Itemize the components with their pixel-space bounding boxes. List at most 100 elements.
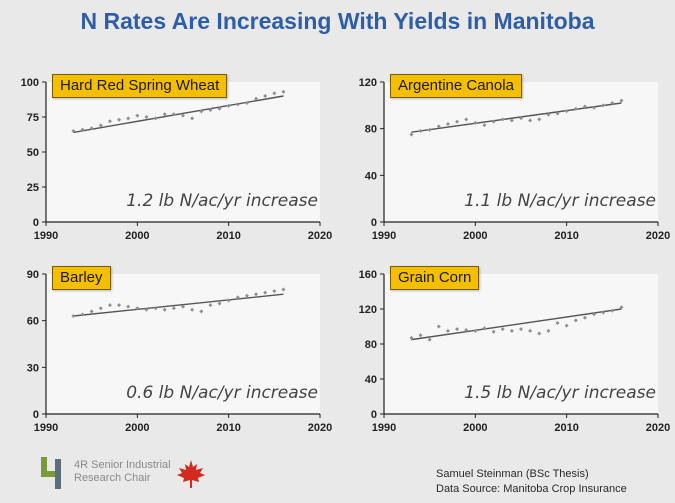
x-tick-label: 1990 [372,230,396,242]
data-point [98,306,103,311]
data-point [107,119,112,124]
data-point [281,287,286,292]
data-point [601,103,606,108]
trend-line [411,308,622,341]
x-tick-label: 2010 [216,422,240,434]
chart-svg: 0 30 60 90 1990 2000 2010 2020 [27,269,332,434]
rate-annotation: 1.2 lb N/ac/yr increase [126,191,318,211]
x-tick-label: 2010 [216,230,240,242]
data-point [473,328,478,333]
data-point [500,327,505,332]
data-point [263,290,268,295]
data-point [555,321,560,325]
data-point [509,118,514,123]
data-point [117,117,122,122]
data-point [445,328,450,333]
data-point [582,104,587,109]
data-point [528,328,533,333]
x-tick-label: 2000 [463,422,487,434]
data-point [80,312,85,317]
rate-annotation: 0.6 lb N/ac/yr increase [126,383,318,403]
data-point [564,323,569,328]
data-point [418,333,423,338]
data-point [482,123,487,128]
data-point [126,304,131,309]
data-point [272,91,277,96]
y-tick-label: 160 [359,269,377,281]
data-point [509,328,514,333]
data-point [190,307,195,312]
data-point [89,309,94,314]
chart-grain-corn: 0 40 80 120 160 1990 2000 2010 2020 Grain Corn 1.5… [346,262,671,440]
data-point [281,89,286,94]
footer-source: Data Source: Manitoba Crop Insurance [436,483,627,495]
y-tick-label: 75 [27,112,39,124]
data-point [98,123,103,128]
data-point [610,308,615,313]
y-tick-label: 60 [27,316,39,328]
y-tick-label: 30 [27,362,39,374]
data-point [546,112,551,117]
data-point [482,326,487,331]
x-tick-label: 2020 [308,422,332,434]
data-point [244,101,249,105]
trend-line [73,95,284,134]
y-tick-label: 25 [27,182,39,194]
data-point [436,324,441,329]
data-point [181,113,185,118]
x-tick-label: 1990 [34,422,58,434]
data-point [573,318,578,323]
data-point [464,117,469,122]
data-point [244,293,249,298]
data-point [199,109,204,114]
x-tick-label: 1990 [34,230,58,242]
data-point [171,112,176,117]
chart-svg: 0 40 80 120 160 1990 2000 2010 2020 [359,269,671,434]
data-point [190,116,195,121]
data-point [126,116,131,121]
data-point [117,303,122,308]
data-point [107,303,112,308]
chart-svg: 0 25 50 75 100 1990 2000 2010 2020 [21,77,333,242]
data-point [555,111,560,116]
data-point [445,122,450,126]
data-point [272,289,277,294]
data-point [455,327,460,332]
data-point [226,298,231,303]
data-point [455,119,460,124]
trend-line [411,102,622,133]
data-point [217,106,222,111]
y-tick-label: 90 [27,269,39,281]
data-point [519,116,523,121]
data-point [464,328,469,332]
data-point [235,295,240,300]
x-tick-label: 1990 [372,422,396,434]
logo-text: 4R Senior Industrial Research Chair [74,459,204,485]
data-point [519,327,523,332]
data-point [491,119,496,124]
slide-title: N Rates Are Increasing With Yields in Ma… [80,8,595,34]
data-point [199,309,204,314]
data-point [491,329,496,334]
chart-title: Grain Corn [390,266,480,290]
data-point [263,94,268,98]
y-tick-label: 0 [33,409,39,421]
data-point [573,106,578,111]
x-tick-label: 2010 [554,230,578,242]
data-point [537,331,542,336]
data-point [135,306,140,311]
data-point [473,120,478,125]
chart-title: Barley [52,266,111,290]
x-tick-label: 2010 [554,422,578,434]
maple-leaf-icon [177,460,205,488]
chart-title: Argentine Canola [390,74,522,98]
x-tick-label: 2000 [125,422,149,434]
rate-annotation: 1.1 lb N/ac/yr increase [464,191,656,211]
data-point [208,108,213,112]
chart-svg: 0 40 80 120 1990 2000 2010 2020 [359,77,671,242]
y-tick-label: 0 [371,217,377,229]
plot-area [46,82,320,222]
data-point [528,118,533,123]
data-point [619,305,624,310]
data-point [80,127,85,132]
